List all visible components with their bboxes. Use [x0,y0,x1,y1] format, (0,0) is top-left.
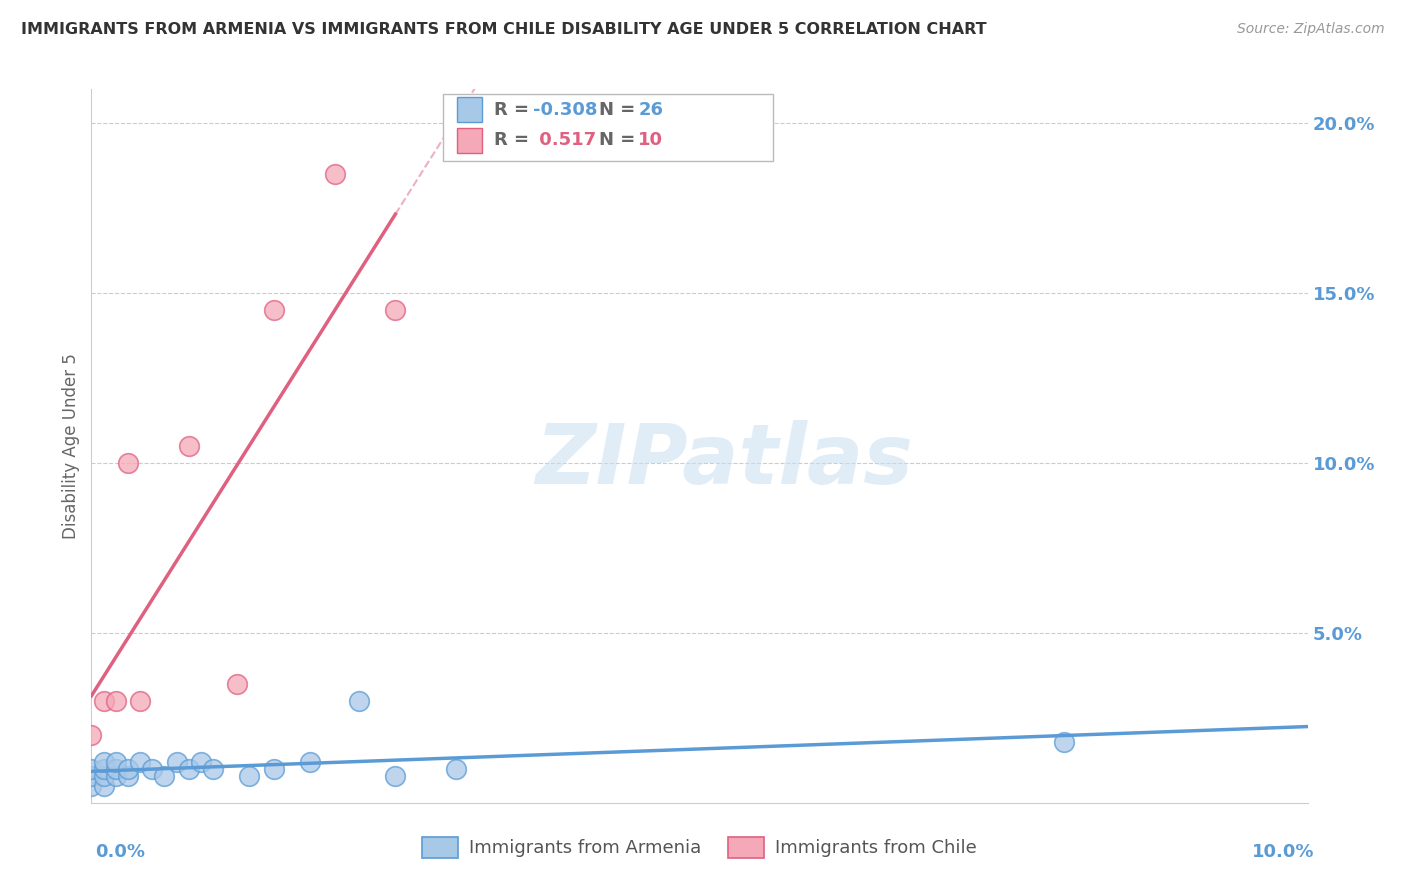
Point [117,456,139,470]
Point [80,728,103,742]
Text: R =: R = [494,131,534,149]
Point [104,694,127,708]
Point [117,762,139,776]
Point [384,303,406,318]
Point [323,167,346,181]
Point [80,769,103,783]
Text: N =: N = [599,101,641,119]
Point [166,755,188,769]
Legend: Immigrants from Armenia, Immigrants from Chile: Immigrants from Armenia, Immigrants from… [415,830,984,865]
Text: N =: N = [599,131,641,149]
Point [153,769,176,783]
Point [104,762,127,776]
Point [104,755,127,769]
Point [263,762,285,776]
Point [80,779,103,793]
Text: -0.308: -0.308 [533,101,598,119]
Point [93,762,115,776]
Point [104,769,127,783]
Point [80,762,103,776]
Text: Source: ZipAtlas.com: Source: ZipAtlas.com [1237,22,1385,37]
Point [141,762,163,776]
Point [347,694,370,708]
Text: ZIPatlas: ZIPatlas [534,420,912,500]
Point [93,755,115,769]
Point [117,769,139,783]
Text: 26: 26 [638,101,664,119]
Text: 10: 10 [638,131,664,149]
Point [226,677,249,691]
Point [177,439,200,453]
Text: IMMIGRANTS FROM ARMENIA VS IMMIGRANTS FROM CHILE DISABILITY AGE UNDER 5 CORRELAT: IMMIGRANTS FROM ARMENIA VS IMMIGRANTS FR… [21,22,987,37]
Point [263,303,285,318]
Point [93,694,115,708]
Point [129,694,152,708]
Point [202,762,225,776]
Point [299,755,322,769]
Text: R =: R = [494,101,534,119]
Text: 0.517: 0.517 [533,131,596,149]
Point [238,769,260,783]
Text: 10.0%: 10.0% [1253,843,1315,861]
Point [1053,734,1076,748]
Point [93,769,115,783]
Point [384,769,406,783]
Point [177,762,200,776]
Point [190,755,212,769]
Point [93,779,115,793]
Point [444,762,467,776]
Point [129,755,152,769]
Y-axis label: Disability Age Under 5: Disability Age Under 5 [62,353,80,539]
Text: 0.0%: 0.0% [96,843,146,861]
